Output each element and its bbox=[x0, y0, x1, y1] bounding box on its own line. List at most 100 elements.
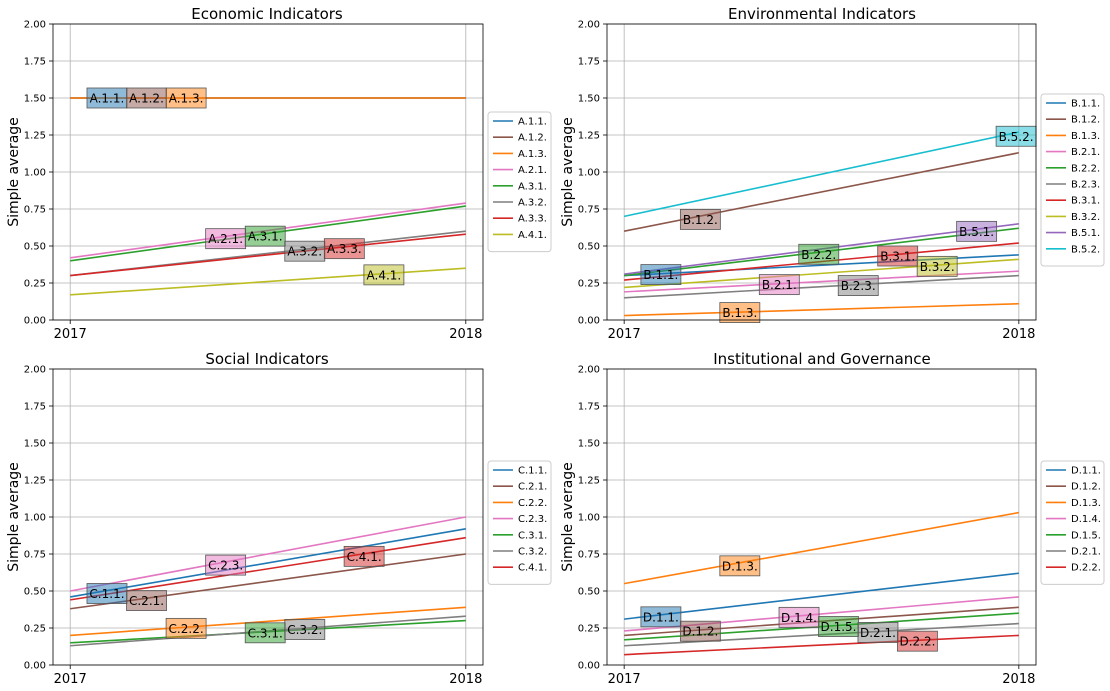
y-axis-label: Simple average bbox=[6, 462, 22, 572]
series-label-box bbox=[837, 275, 879, 296]
y-tick-label: 1.00 bbox=[24, 513, 46, 524]
series-label: D.1.4. bbox=[781, 611, 817, 625]
series-label: C.2.1. bbox=[129, 594, 164, 608]
y-tick-label: 1.50 bbox=[24, 94, 46, 105]
x-tick-label: 2017 bbox=[54, 327, 87, 342]
chart-panel-economic: Economic Indicators Simple average 0.000… bbox=[6, 5, 552, 342]
chart-panel-environmental: Environmental Indicators Simple average … bbox=[560, 5, 1105, 342]
plot-area: 0.00 0.25 0.50 0.75 1.00 1.25 1.50 1.75 2.00 2017… bbox=[578, 365, 1037, 687]
x-tick-label: 2018 bbox=[449, 672, 482, 687]
series-label-box bbox=[284, 619, 326, 640]
legend-entry-label: D.1.4. bbox=[1071, 514, 1101, 525]
series-label-box bbox=[165, 87, 207, 109]
series-label-box bbox=[897, 630, 938, 652]
y-axis-label: Simple average bbox=[560, 117, 576, 227]
y-tick-label: 0.50 bbox=[578, 242, 600, 253]
y-tick-label: 1.75 bbox=[578, 402, 600, 413]
series-label: C.3.1. bbox=[248, 626, 283, 640]
legend-entry-label: B.2.3. bbox=[1071, 180, 1100, 191]
chart-title: Environmental Indicators bbox=[728, 5, 916, 23]
legend-entry-label: B.5.2. bbox=[1071, 244, 1100, 255]
series-line-d-1-3 bbox=[624, 511, 1019, 585]
series-label: B.5.2. bbox=[999, 130, 1034, 144]
legend-entry-label: C.2.2. bbox=[518, 498, 547, 509]
series-label-box bbox=[363, 264, 405, 286]
legend-frame bbox=[487, 111, 552, 253]
plot-area: 0.00 0.25 0.50 0.75 1.00 1.25 1.50 1.75 2.00 2017… bbox=[578, 20, 1037, 342]
series-label: A.1.1. bbox=[90, 92, 125, 106]
legend-entry-label: B.1.2. bbox=[1071, 115, 1100, 126]
series-label: B.5.1. bbox=[959, 225, 994, 239]
legend-entry-label: C.2.1. bbox=[518, 482, 547, 493]
series-label: B.2.1. bbox=[762, 278, 797, 292]
series-line-a-4-1 bbox=[70, 267, 466, 296]
legend-entry-label: A.2.1. bbox=[518, 165, 547, 176]
chart-panel-institutional: Institutional and Governance Simple aver… bbox=[560, 350, 1105, 687]
series-line-b-2-3 bbox=[624, 274, 1019, 299]
series-label-box bbox=[758, 274, 800, 296]
y-tick-label: 1.25 bbox=[24, 476, 46, 487]
legend-frame bbox=[1040, 460, 1105, 585]
y-tick-label: 1.25 bbox=[578, 131, 600, 142]
x-tick-label: 2018 bbox=[1002, 672, 1035, 687]
series-label-box bbox=[323, 238, 365, 260]
series-line-c-4-1 bbox=[70, 536, 466, 601]
y-tick-label: 0.25 bbox=[24, 624, 46, 635]
series-label-box bbox=[244, 225, 286, 247]
y-tick-label: 0.25 bbox=[578, 279, 600, 290]
chart-title: Social Indicators bbox=[205, 350, 329, 368]
y-tick-label: 2.00 bbox=[578, 20, 600, 31]
series-line-c-2-3 bbox=[70, 516, 466, 592]
legend-entry-label: B.2.1. bbox=[1071, 147, 1100, 158]
plot-frame bbox=[606, 368, 1037, 666]
series-label-box bbox=[640, 264, 682, 285]
series-label-box bbox=[679, 209, 721, 230]
legend-entry-label: A.3.1. bbox=[518, 181, 547, 192]
series-label-box bbox=[956, 220, 998, 242]
chart-title: Institutional and Governance bbox=[713, 350, 931, 368]
legend-entry-label: D.2.2. bbox=[1071, 563, 1101, 574]
legend-entry-label: B.5.1. bbox=[1071, 228, 1100, 239]
series-line-c-2-2 bbox=[70, 606, 466, 637]
series-line-a-3-3 bbox=[70, 233, 466, 277]
y-tick-label: 0.50 bbox=[24, 242, 46, 253]
y-tick-label: 1.75 bbox=[24, 57, 46, 68]
series-label-box bbox=[205, 554, 247, 576]
y-tick-label: 2.00 bbox=[578, 365, 600, 376]
y-tick-label: 1.75 bbox=[24, 402, 46, 413]
legend-entry-label: D.1.2. bbox=[1071, 482, 1101, 493]
series-label: C.3.2. bbox=[287, 623, 322, 637]
series-label-box bbox=[165, 617, 207, 639]
series-line-b-1-3 bbox=[624, 302, 1019, 317]
y-tick-label: 1.25 bbox=[24, 131, 46, 142]
plot-area: 0.00 0.25 0.50 0.75 1.00 1.25 1.50 1.75 2.00 2017… bbox=[24, 20, 484, 342]
legend-entry-label: A.4.1. bbox=[518, 230, 547, 241]
y-tick-label: 0.25 bbox=[578, 624, 600, 635]
series-label-box bbox=[126, 590, 167, 611]
legend-entry-label: D.2.1. bbox=[1071, 547, 1101, 558]
legend: D.1.1. D.1.2. D.1.3. D.1.4. D.1.5. D.2.1. D.2.… bbox=[1040, 460, 1105, 585]
legend-entry-label: B.1.3. bbox=[1071, 131, 1100, 142]
plot-frame bbox=[606, 23, 1037, 321]
y-tick-label: 1.25 bbox=[578, 476, 600, 487]
series-label-box bbox=[719, 302, 761, 324]
series-label: B.2.2. bbox=[801, 248, 836, 262]
series-label: A.1.3. bbox=[169, 92, 204, 106]
legend-entry-label: C.1.1. bbox=[518, 466, 547, 477]
y-tick-label: 0.75 bbox=[24, 205, 46, 216]
series-label: B.2.3. bbox=[841, 279, 876, 293]
series-label: A.3.1. bbox=[248, 230, 283, 244]
plot-frame bbox=[52, 23, 484, 321]
y-tick-label: 0.50 bbox=[24, 587, 46, 598]
y-tick-label: 0.75 bbox=[578, 550, 600, 561]
series-label-box bbox=[679, 620, 721, 642]
chart-panel-social: Social Indicators Simple average 0.00 0.2… bbox=[6, 350, 552, 687]
y-axis-label: Simple average bbox=[560, 462, 576, 572]
plot-area: 0.00 0.25 0.50 0.75 1.00 1.25 1.50 1.75 2.00 2017… bbox=[24, 365, 484, 687]
y-tick-label: 1.50 bbox=[578, 94, 600, 105]
legend-entry-label: B.3.2. bbox=[1071, 212, 1100, 223]
y-tick-label: 0.00 bbox=[24, 661, 46, 672]
series-label: C.4.1. bbox=[347, 550, 382, 564]
legend-entry-label: A.3.3. bbox=[518, 214, 547, 225]
